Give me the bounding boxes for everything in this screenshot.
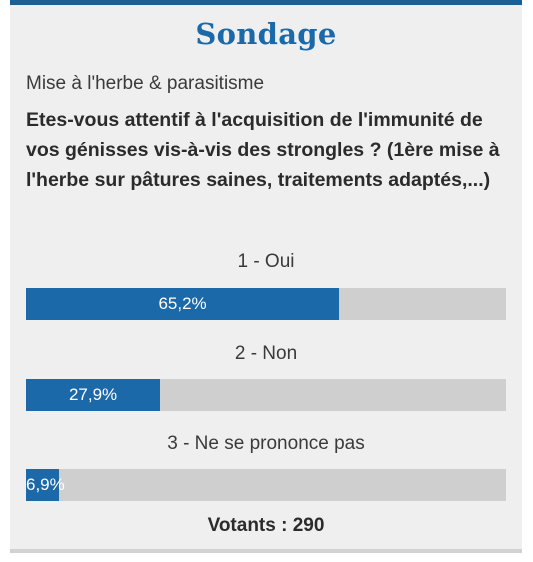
poll-subtitle: Mise à l'herbe & parasitisme <box>26 73 265 94</box>
result-bar-fill <box>26 379 160 411</box>
answer-label-oui: 1 - Oui <box>237 251 295 272</box>
result-bar-ne-se-prononce-pas: 6,9% <box>26 469 506 501</box>
result-percent: 65,2% <box>158 294 207 313</box>
result-percent: 6,9% <box>26 475 65 494</box>
poll-question: Etes-vous attentif à l'acquisition de l'… <box>26 109 500 191</box>
result-bar-non: 27,9% <box>26 379 506 411</box>
result-percent: 27,9% <box>68 385 118 404</box>
poll-widget: Sondage Mise à l'herbe & parasitisme Ete… <box>10 0 522 553</box>
voters-count: Votants : 290 <box>207 515 325 536</box>
answer-label-non: 2 - Non <box>234 343 298 364</box>
result-bar-oui: 65,2% <box>26 288 506 320</box>
result-bar-fill <box>26 288 339 320</box>
result-bar-fill <box>26 469 60 501</box>
answer-label-ne-se-prononce-pas: 3 - Ne se prononce pas <box>167 433 365 454</box>
poll-title: Sondage <box>195 17 337 51</box>
